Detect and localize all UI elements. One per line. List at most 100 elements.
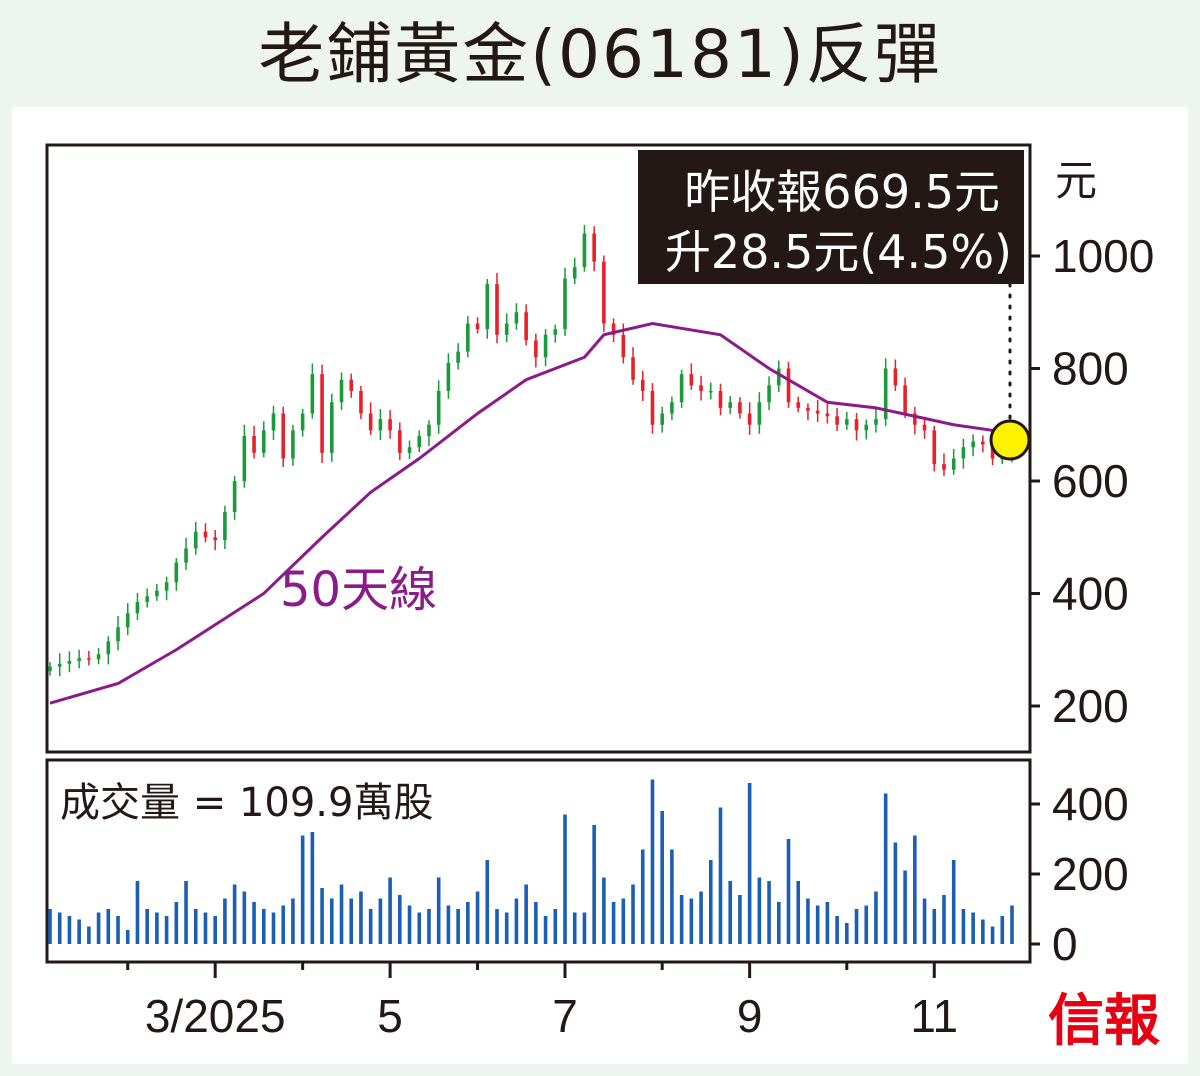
- price-unit-label: 元: [1055, 156, 1097, 205]
- candle-body: [155, 590, 159, 597]
- volume-bar: [456, 909, 460, 944]
- candle-body: [631, 357, 635, 380]
- time-axis: 3/2025 5 7 9 11: [126, 962, 958, 1042]
- candle-body: [427, 424, 431, 436]
- candle: [407, 440, 412, 460]
- volume-bar: [932, 909, 937, 944]
- volume-bar: [825, 902, 830, 944]
- candle-body: [271, 413, 276, 431]
- candle: [339, 372, 344, 411]
- volume-bar: [320, 888, 324, 944]
- volume-bar: [87, 926, 91, 944]
- volume-bar: [135, 881, 140, 944]
- candle: [524, 304, 528, 346]
- candle-body: [349, 379, 354, 391]
- candle-body: [582, 233, 587, 268]
- candle-body: [679, 374, 684, 403]
- candle-body: [485, 284, 490, 330]
- candle: [757, 392, 762, 434]
- candle: [106, 636, 111, 665]
- candle-body: [184, 548, 188, 563]
- candle-body: [77, 658, 81, 661]
- volume-bar: [184, 881, 188, 944]
- candle-body: [650, 391, 655, 425]
- candle-body: [747, 413, 752, 425]
- volume-bar: [67, 916, 72, 944]
- candles-group: [48, 225, 1014, 677]
- time-tick-label: 3/2025: [145, 990, 286, 1042]
- volume-bar: [951, 860, 956, 944]
- candle: [815, 400, 820, 422]
- volume-bar: [796, 881, 801, 944]
- candle-body: [806, 407, 810, 411]
- candle-body: [48, 666, 52, 672]
- candle: [922, 419, 927, 439]
- volume-bar: [77, 919, 81, 944]
- volume-bar: [310, 832, 315, 944]
- volume-bar: [543, 916, 548, 944]
- volume-bar: [485, 860, 490, 944]
- candle-body: [602, 261, 606, 324]
- candle-body: [883, 368, 888, 420]
- volume-bar: [592, 825, 596, 944]
- candle: [971, 434, 975, 457]
- candle: [786, 361, 791, 408]
- volume-bar: [504, 912, 509, 944]
- candle-body: [281, 413, 286, 459]
- volume-bar: [922, 898, 927, 944]
- candle: [572, 257, 577, 285]
- candle-body: [854, 419, 859, 431]
- candle: [495, 272, 499, 344]
- volume-bar: [232, 884, 237, 944]
- volume-bar: [990, 926, 995, 944]
- candle: [747, 402, 752, 435]
- candle-body: [922, 424, 927, 431]
- candle: [48, 662, 52, 676]
- volume-bar: [738, 895, 742, 944]
- candle-body: [261, 430, 266, 453]
- candle-body: [106, 641, 111, 655]
- volume-bar: [708, 860, 713, 944]
- candle-body: [456, 351, 460, 363]
- volume-bar: [427, 909, 431, 944]
- candle: [417, 430, 422, 453]
- candle-body: [339, 379, 344, 403]
- candle: [349, 373, 354, 398]
- candle-body: [825, 413, 830, 417]
- candle-body: [242, 436, 247, 481]
- volume-bar: [57, 912, 62, 944]
- candle: [592, 226, 596, 272]
- candle: [981, 435, 985, 453]
- xinbao-logo: 信報: [1048, 988, 1160, 1054]
- volume-bar: [893, 842, 898, 944]
- volume-tick-label: 200: [1052, 848, 1129, 900]
- candle: [184, 537, 188, 570]
- candle: [845, 411, 849, 430]
- candle: [670, 396, 674, 421]
- volume-bar: [281, 905, 286, 944]
- price-tick-label: 200: [1052, 680, 1129, 732]
- volume-bar: [223, 898, 227, 944]
- candle: [689, 363, 694, 390]
- candle-body: [835, 416, 839, 425]
- candle: [951, 448, 956, 475]
- candle-body: [116, 627, 120, 642]
- volume-bar: [883, 793, 888, 944]
- candle-body: [436, 391, 441, 425]
- volume-plot-frame: [45, 758, 1032, 964]
- candle-body: [446, 362, 451, 391]
- candle: [87, 650, 91, 666]
- candle-body: [125, 613, 130, 628]
- candle: [359, 385, 363, 420]
- volume-bar: [96, 912, 101, 944]
- candle-body: [815, 410, 820, 414]
- volume-bar: [572, 912, 577, 944]
- candle: [174, 558, 179, 591]
- candle-body: [621, 334, 626, 358]
- candle-body: [495, 284, 499, 335]
- volume-bar: [300, 835, 305, 944]
- candle: [116, 616, 120, 651]
- candle-body: [96, 654, 101, 660]
- volume-bar: [524, 884, 528, 944]
- candle-body: [864, 424, 869, 431]
